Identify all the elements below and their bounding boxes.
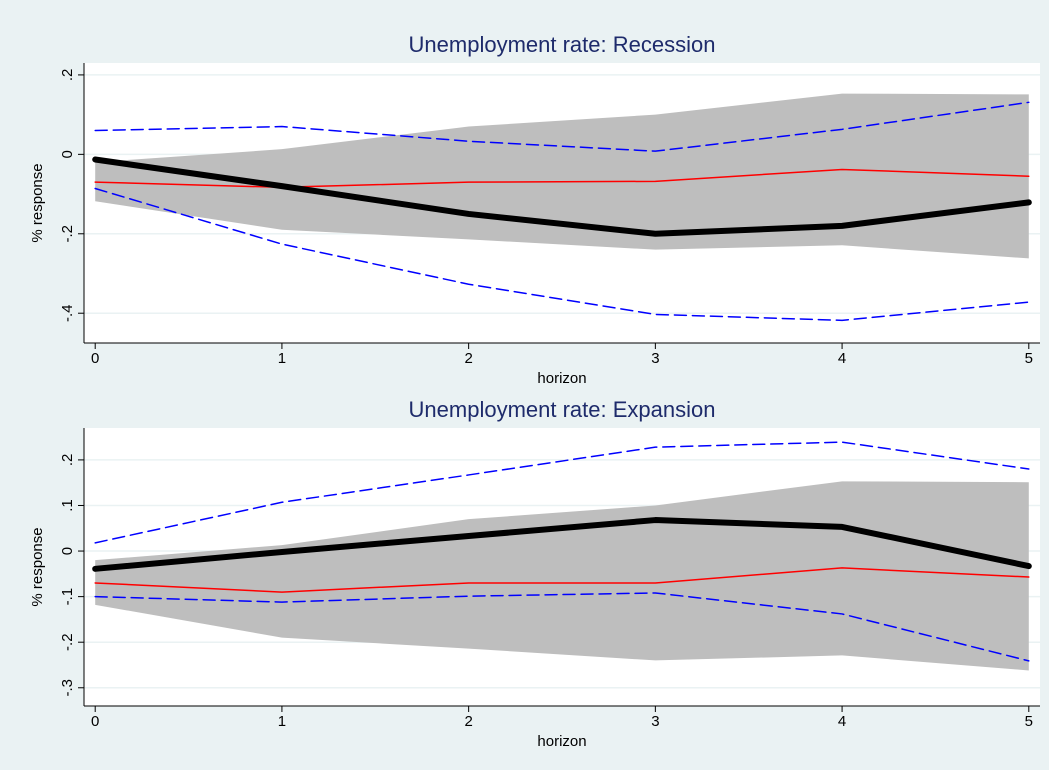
x-tick-label: 5: [1025, 350, 1033, 367]
y-tick-label: -.2: [59, 633, 76, 651]
x-tick-label: 5: [1025, 713, 1033, 730]
x-tick-label: 1: [278, 350, 286, 367]
series-line: [92, 156, 1032, 237]
chart-title: Unemployment rate: Recession: [409, 32, 716, 57]
chart-title: Unemployment rate: Expansion: [409, 397, 716, 422]
y-tick-label: -.3: [59, 679, 76, 697]
confidence-band: [95, 481, 1029, 671]
series-line: [94, 441, 1030, 544]
y-tick-label: -.2: [59, 225, 76, 243]
x-tick-label: 2: [464, 713, 472, 730]
series-line: [94, 567, 1030, 593]
series-line: [94, 101, 1030, 152]
y-tick-label: .1: [59, 499, 76, 512]
x-tick-label: 3: [651, 350, 659, 367]
series-line: [94, 592, 1030, 662]
x-tick-label: 2: [464, 350, 472, 367]
x-tick-label: 4: [838, 713, 846, 730]
x-tick-label: 0: [91, 350, 99, 367]
x-tick-label: 3: [651, 713, 659, 730]
x-tick-label: 1: [278, 713, 286, 730]
x-tick-label: 0: [91, 713, 99, 730]
y-axis-label: % response: [29, 527, 46, 606]
y-tick-label: -.1: [59, 588, 76, 606]
series-line: [94, 168, 1030, 189]
y-tick-label: .2: [59, 454, 76, 467]
x-tick-label: 4: [838, 350, 846, 367]
x-axis-label: horizon: [537, 733, 586, 750]
series-line: [92, 517, 1032, 572]
y-tick-label: 0: [59, 547, 76, 555]
y-tick-label: .2: [59, 69, 76, 82]
y-tick-label: 0: [59, 150, 76, 158]
x-axis-label: horizon: [537, 370, 586, 387]
y-tick-label: -.4: [59, 304, 76, 322]
series-line: [94, 187, 1030, 322]
y-axis-label: % response: [29, 163, 46, 242]
